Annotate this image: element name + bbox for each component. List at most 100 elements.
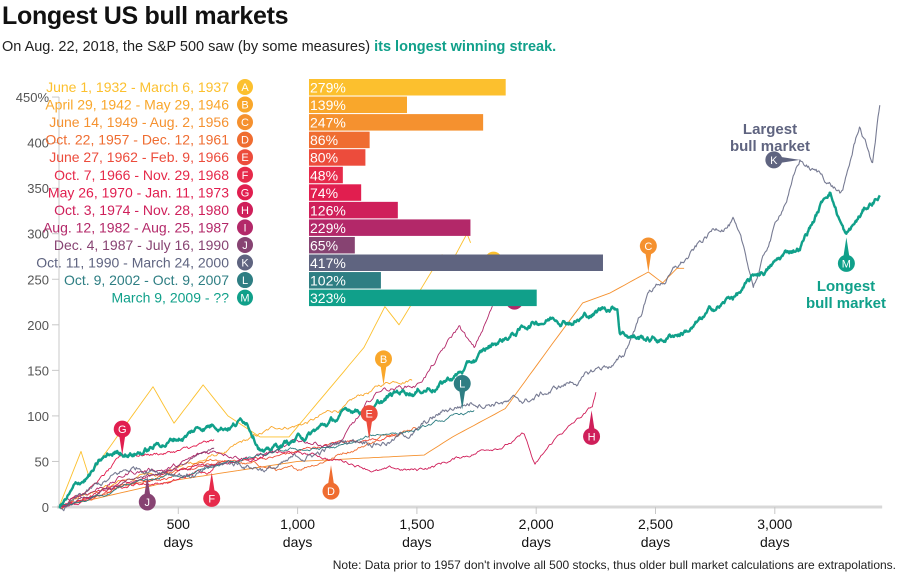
marker-letter: G — [118, 424, 127, 436]
x-tick-label: 1,000 — [280, 516, 315, 532]
gain-bar — [309, 236, 355, 254]
legend-letter: K — [241, 258, 249, 270]
marker-circle — [453, 375, 471, 393]
legend-letter: B — [241, 100, 248, 112]
gain-bar — [309, 254, 603, 271]
series-line-E — [58, 433, 398, 508]
legend-letter: F — [242, 170, 249, 182]
legend-letter: J — [242, 240, 248, 252]
gain-bar — [309, 131, 370, 149]
gain-label: 102% — [310, 273, 346, 289]
marker-letter: C — [644, 241, 652, 253]
gain-bar — [309, 201, 398, 219]
subtitle-text: On Aug. 22, 2018, the S&P 500 saw (by so… — [2, 39, 375, 55]
legend-letter: G — [241, 187, 250, 199]
legend-dates: Aug. 12, 1982 - Aug. 25, 1987 — [43, 219, 229, 235]
legend-row-F: Oct. 7, 1966 - Nov. 29, 1968 F 48% — [54, 166, 343, 184]
chart-subtitle: On Aug. 22, 2018, the S&P 500 saw (by so… — [2, 39, 556, 55]
marker-circle — [639, 237, 657, 255]
legend-marker — [237, 79, 253, 95]
axes: 0 50 100 150 200 250 300 350 400 450% 500 days 1,000… — [16, 90, 883, 550]
x-tick-unit: days — [402, 534, 432, 550]
y-tick-label: 200 — [27, 318, 49, 333]
series-line-B — [58, 379, 413, 508]
legend-row-D: Oct. 22, 1957 - Dec. 12, 1961 D 86% — [45, 131, 370, 149]
marker-circle — [360, 405, 378, 423]
y-tick-label: 100 — [27, 409, 49, 424]
legend-marker — [237, 289, 253, 306]
gain-label: 86% — [310, 132, 338, 148]
x-tick-label: 3,000 — [757, 516, 792, 532]
gain-bar — [309, 79, 506, 96]
series-line-L — [58, 410, 475, 508]
series-line-I — [59, 291, 499, 508]
legend-dates: June 14, 1949 - Aug. 2, 1956 — [49, 114, 229, 130]
marker-M: M — [837, 237, 855, 272]
largest-annotation-line1: Largest — [743, 121, 797, 138]
marker-circle — [374, 350, 392, 368]
marker-H: H — [583, 410, 601, 445]
legend-dates: Oct. 11, 1990 - March 24, 2000 — [36, 255, 229, 271]
legend-marker — [237, 272, 253, 289]
gain-label: 65% — [310, 237, 338, 253]
marker-circle — [138, 493, 156, 511]
marker-letter: E — [366, 409, 373, 421]
largest-annotation-line2: bull market — [730, 138, 810, 155]
legend-row-C: June 14, 1949 - Aug. 2, 1956 C 247% — [49, 114, 484, 131]
x-tick-label: 2,500 — [638, 516, 673, 532]
longest-annotation-line1: Longest — [817, 278, 875, 295]
marker-G: G — [113, 420, 131, 456]
chart-title: Longest US bull markets — [2, 2, 289, 30]
marker-letter: F — [208, 493, 215, 505]
x-tick-unit: days — [760, 534, 790, 550]
legend-marker — [237, 114, 253, 131]
legend-marker — [237, 254, 253, 271]
series-line-D — [58, 427, 418, 509]
legend-row-J: Dec. 4, 1987 - July 16, 1990 J 65% — [54, 236, 355, 254]
marker-circle — [113, 420, 131, 438]
marker-letter: B — [380, 354, 387, 366]
legend-row-G: May 26, 1970 - Jan. 11, 1973 G 74% — [48, 184, 362, 201]
series-line-M — [58, 191, 881, 509]
y-tick-label: 300 — [27, 227, 49, 242]
marker-J: J — [138, 476, 156, 511]
marker-L: L — [453, 375, 471, 410]
marker-circle — [322, 482, 340, 500]
y-tick-label: 0 — [42, 500, 49, 515]
legend-dates: Oct. 22, 1957 - Dec. 12, 1961 — [45, 132, 229, 148]
legend-dates: Oct. 9, 2002 - Oct. 9, 2007 — [64, 272, 229, 288]
legend-letter: M — [240, 293, 249, 305]
legend-row-K: Oct. 11, 1990 - March 24, 2000 K 417% — [36, 254, 603, 271]
legend-letter: A — [241, 82, 249, 94]
legend-dates: Dec. 4, 1987 - July 16, 1990 — [54, 237, 229, 253]
x-tick-label: 1,500 — [399, 516, 434, 532]
marker-D: D — [322, 465, 340, 500]
legend-dates: June 27, 1962 - Feb. 9, 1966 — [49, 149, 229, 165]
y-tick-label: 50 — [35, 454, 49, 469]
gain-bar — [309, 149, 366, 166]
legend-letter: H — [241, 205, 249, 217]
gain-label: 247% — [310, 115, 346, 131]
legend-letter: C — [241, 117, 249, 129]
marker-letter: L — [459, 379, 465, 391]
marker-letter: M — [842, 258, 851, 270]
legend-dates: June 1, 1932 - March 6, 1937 — [46, 79, 229, 95]
legend-row-H: Oct. 3, 1974 - Nov. 28, 1980 H 126% — [54, 201, 398, 219]
legend-dates: Oct. 7, 1966 - Nov. 29, 1968 — [54, 167, 229, 183]
y-tick-label: 400 — [27, 136, 49, 151]
legend-marker — [237, 236, 253, 253]
marker-circle — [203, 489, 221, 507]
gain-label: 48% — [310, 167, 338, 183]
footnote: Note: Data prior to 1957 don't involve a… — [332, 558, 896, 572]
legend-row-B: April 29, 1942 - May 29, 1946 B 139% — [45, 96, 407, 114]
gain-label: 74% — [310, 185, 338, 201]
y-tick-label: 150 — [27, 363, 49, 378]
legend-dates: Oct. 3, 1974 - Nov. 28, 1980 — [54, 202, 229, 218]
marker-C: C — [639, 237, 657, 272]
series-line-K — [58, 105, 881, 512]
legend-marker — [237, 166, 253, 183]
y-tick-label: 350 — [27, 181, 49, 196]
marker-letter: K — [770, 155, 778, 167]
gain-bar — [309, 272, 381, 289]
